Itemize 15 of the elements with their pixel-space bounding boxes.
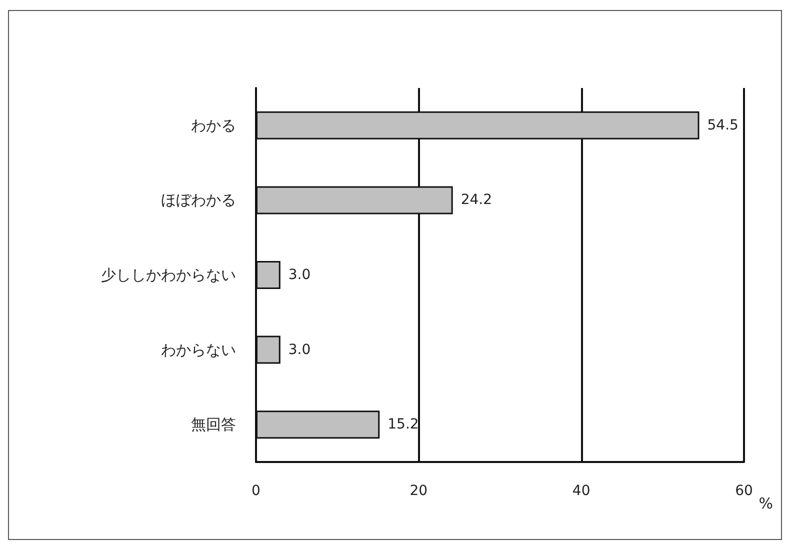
data-label: 3.0 <box>288 342 311 358</box>
data-label: 54.5 <box>707 117 738 134</box>
x-tick-label: 20 <box>410 483 428 499</box>
y-tick-label: わからない <box>161 340 236 359</box>
x-tick-label: 60 <box>735 483 753 499</box>
y-tick-label: 無回答 <box>191 416 236 434</box>
y-tick-label: わかる <box>191 116 236 134</box>
x-axis-title: % <box>758 494 774 512</box>
y-tick-label: ほぼわかる <box>161 191 236 210</box>
x-tick-label: 0 <box>252 483 260 499</box>
x-tick-label: 40 <box>572 483 590 499</box>
data-label: 15.2 <box>388 416 419 433</box>
data-label: 24.2 <box>460 192 492 208</box>
data-label: 3.0 <box>288 267 311 283</box>
y-tick-label: 少ししかわからない <box>101 266 236 284</box>
